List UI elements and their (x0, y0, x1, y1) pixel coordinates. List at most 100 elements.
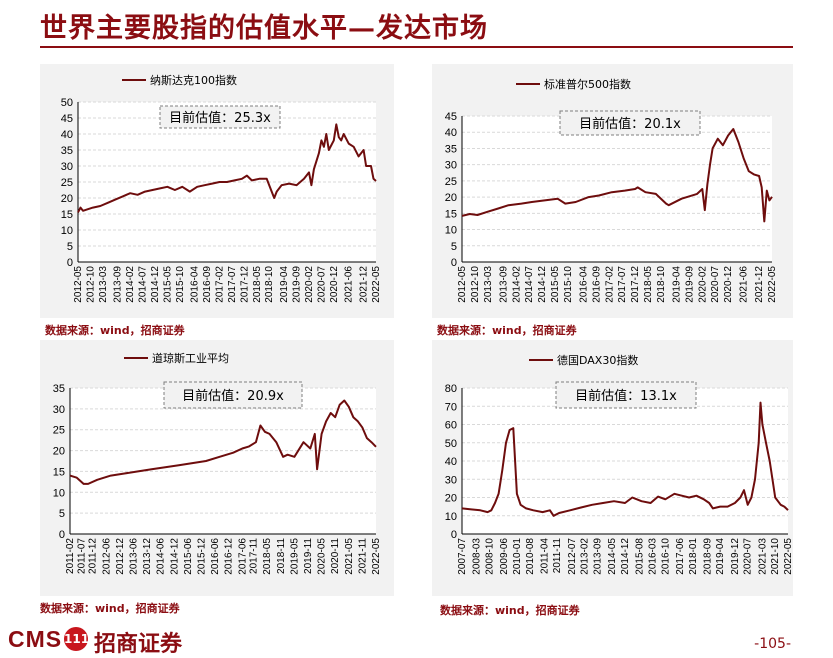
y-tick-label: 10 (445, 511, 457, 523)
x-tick-label: 2011-07 (76, 538, 87, 574)
x-tick-label: 2015-12 (196, 538, 207, 575)
y-tick-label: 40 (61, 129, 73, 141)
x-tick-label: 2019-04 (671, 266, 682, 303)
x-tick-label: 2020-02 (304, 266, 315, 303)
y-tick-label: 35 (61, 145, 73, 157)
x-tick-label: 2016-04 (578, 266, 589, 303)
series-line (461, 128, 773, 223)
legend-label: 标准普尔500指数 (544, 77, 631, 91)
x-tick-label: 2011-11 (552, 538, 563, 574)
y-tick-label: 15 (445, 208, 457, 220)
y-tick-label: 50 (61, 97, 73, 109)
annotation-box (555, 381, 697, 409)
x-tick-label: 2017-02 (604, 266, 615, 303)
x-tick-label: 2014-07 (138, 266, 149, 303)
source-dow: 数据来源：wind，招商证券 (40, 602, 180, 615)
x-tick-label: 2010-08 (525, 538, 536, 575)
x-tick-label: 2019-09 (684, 266, 695, 303)
x-tick-label: 2019-04 (279, 266, 290, 303)
legend-label: 纳斯达克100指数 (150, 73, 237, 87)
y-tick-label: 0 (67, 257, 73, 269)
source-sp500: 数据来源：wind，招商证券 (437, 324, 577, 337)
x-tick-label: 2012-06 (101, 538, 112, 575)
x-tick-label: 2021-05 (344, 538, 355, 575)
x-tick-label: 2018-11 (276, 538, 287, 574)
x-tick-label: 2021-12 (754, 266, 765, 303)
x-tick-label: 2015-10 (563, 266, 574, 303)
y-tick-label: 35 (53, 383, 65, 395)
source-dax: 数据来源：wind，招商证券 (440, 604, 580, 617)
x-tick-label: 2015-06 (183, 538, 194, 575)
x-tick-label: 2017-06 (237, 538, 248, 575)
x-tick-label: 2015-10 (175, 266, 186, 303)
chart-panel-dax: 0 10 20 30 40 50 60 70 80 2007-07 2008-03 2008-10 20… (432, 340, 793, 596)
x-tick-label: 2014-12 (169, 538, 180, 575)
x-tick-label: 2018-10 (264, 266, 275, 303)
x-tick-label: 2013-09 (113, 266, 124, 303)
x-tick-label: 2018-05 (262, 538, 273, 575)
plot-area (70, 388, 376, 534)
x-tick-label: 2011-04 (539, 538, 550, 574)
y-tick-label: 20 (61, 193, 73, 205)
x-tick-label: 2013-02 (580, 538, 591, 575)
x-tick-label: 2022-05 (371, 538, 382, 575)
y-tick-label: 20 (445, 493, 457, 505)
x-tick-label: 2012-12 (115, 538, 126, 575)
x-tick-label: 2013-09 (593, 538, 604, 575)
y-tick-label: 35 (445, 143, 457, 155)
x-tick-label: 2014-02 (511, 266, 522, 303)
x-tick-label: 2022-05 (783, 538, 793, 575)
x-tick-label: 2020-07 (743, 538, 754, 575)
y-tick-label: 80 (445, 383, 457, 395)
x-tick-label: 2017-02 (215, 266, 226, 303)
x-tick-label: 2016-09 (591, 266, 602, 303)
x-tick-label: 2016-12 (224, 538, 235, 575)
x-tick-label: 2012-07 (567, 538, 578, 575)
x-tick-label: 2014-05 (607, 538, 618, 575)
x-tick-label: 2021-12 (359, 266, 370, 303)
chart-panel-nasdaq: 0 5 10 15 20 25 30 35 40 45 50 2012-05 2012-10 2013-0… (40, 64, 394, 318)
x-tick-label: 2012-10 (470, 266, 481, 303)
x-tick-label: 2015-08 (635, 538, 646, 575)
y-tick-label: 5 (67, 241, 73, 253)
y-tick-label: 10 (53, 487, 65, 499)
x-tick-label: 2019-12 (730, 538, 741, 575)
x-tick-label: 2012-05 (73, 266, 84, 303)
annotation-label: 目前估值：20.9x (182, 388, 284, 404)
y-tick-label: 45 (445, 111, 457, 123)
annotation-label: 目前估值：13.1x (575, 388, 677, 404)
x-tick-label: 2014-12 (537, 266, 548, 303)
x-tick-label: 2018-01 (688, 538, 699, 575)
y-tick-label: 15 (53, 466, 65, 478)
x-tick-label: 2014-06 (156, 538, 167, 575)
x-tick-label: 2019-09 (292, 266, 303, 303)
x-tick-label: 2012-05 (457, 266, 468, 303)
x-tick-label: 2012-10 (85, 266, 96, 303)
x-tick-label: 2020-07 (316, 266, 327, 303)
logo-cms: CMS (8, 626, 63, 652)
x-tick-label: 2013-06 (128, 538, 139, 575)
x-tick-label: 2018-05 (643, 266, 654, 303)
x-tick-label: 2021-06 (739, 266, 750, 303)
chart-dax: 0 10 20 30 40 50 60 70 80 2007-07 2008-03 2008-10 20… (445, 353, 793, 575)
annotation-box (163, 381, 303, 409)
x-tick-label: 2014-12 (150, 266, 161, 303)
x-tick-label: 2022-05 (767, 266, 778, 303)
y-tick-label: 0 (451, 529, 457, 541)
x-tick-label: 2020-11 (330, 538, 341, 574)
x-tick-label: 2011-12 (88, 538, 99, 574)
x-tick-label: 2011-02 (65, 538, 76, 574)
x-tick-label: 2016-03 (647, 538, 658, 575)
x-tick-label: 2013-03 (98, 266, 109, 303)
x-tick-label: 2017-07 (227, 266, 238, 303)
chart-panel-sp500: 0 5 10 15 20 25 30 35 40 45 2012-05 2012-10 2013-03 2… (432, 64, 793, 318)
x-tick-label: 2020-12 (329, 266, 340, 303)
annotation-label: 目前估值：25.3x (169, 110, 271, 126)
y-tick-label: 60 (445, 420, 457, 432)
x-tick-label: 2018-10 (656, 266, 667, 303)
x-tick-label: 2008-03 (472, 538, 483, 575)
annotation-box (159, 105, 281, 129)
y-tick-label: 30 (53, 404, 65, 416)
x-tick-label: 2017-12 (630, 266, 641, 303)
